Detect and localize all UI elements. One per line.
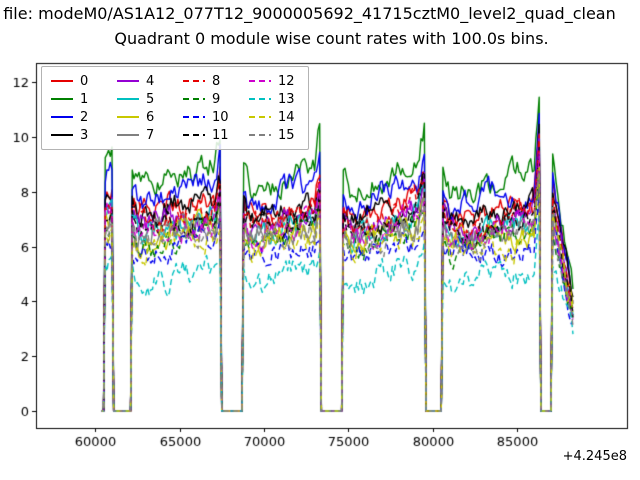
legend-label: 3 bbox=[80, 127, 89, 143]
dashed-line-swatch bbox=[249, 116, 271, 118]
legend-label: 7 bbox=[146, 127, 155, 143]
legend-item-9: 9 bbox=[183, 93, 233, 106]
legend-item-4: 4 bbox=[117, 75, 167, 88]
legend-item-10: 10 bbox=[183, 111, 233, 124]
legend-item-7: 7 bbox=[117, 129, 167, 142]
legend-item-0: 0 bbox=[51, 75, 101, 88]
dashed-line-swatch bbox=[183, 134, 205, 136]
legend-label: 2 bbox=[80, 109, 89, 125]
legend-label: 1 bbox=[80, 91, 89, 107]
legend-item-15: 15 bbox=[249, 129, 299, 142]
legend-label: 15 bbox=[278, 127, 295, 143]
legend-item-8: 8 bbox=[183, 75, 233, 88]
legend-item-1: 1 bbox=[51, 93, 101, 106]
legend-item-3: 3 bbox=[51, 129, 101, 142]
legend-item-6: 6 bbox=[117, 111, 167, 124]
legend-label: 10 bbox=[212, 109, 229, 125]
legend-label: 8 bbox=[212, 73, 221, 89]
legend-label: 6 bbox=[146, 109, 155, 125]
solid-line-swatch bbox=[117, 116, 139, 118]
solid-line-swatch bbox=[51, 134, 73, 136]
solid-line-swatch bbox=[117, 134, 139, 136]
legend-item-5: 5 bbox=[117, 93, 167, 106]
legend-label: 0 bbox=[80, 73, 89, 89]
legend: 0 1 2 3 4 5 6 7 8 9 10 11 12 13 14 15 bbox=[41, 66, 309, 150]
solid-line-swatch bbox=[51, 80, 73, 82]
solid-line-swatch bbox=[117, 98, 139, 100]
legend-label: 14 bbox=[278, 109, 295, 125]
legend-item-14: 14 bbox=[249, 111, 299, 124]
legend-item-13: 13 bbox=[249, 93, 299, 106]
legend-label: 12 bbox=[278, 73, 295, 89]
legend-item-2: 2 bbox=[51, 111, 101, 124]
legend-item-12: 12 bbox=[249, 75, 299, 88]
legend-label: 5 bbox=[146, 91, 155, 107]
solid-line-swatch bbox=[51, 98, 73, 100]
dashed-line-swatch bbox=[249, 80, 271, 82]
legend-label: 4 bbox=[146, 73, 155, 89]
solid-line-swatch bbox=[51, 116, 73, 118]
solid-line-swatch bbox=[117, 80, 139, 82]
dashed-line-swatch bbox=[249, 98, 271, 100]
legend-label: 13 bbox=[278, 91, 295, 107]
dashed-line-swatch bbox=[183, 98, 205, 100]
dashed-line-swatch bbox=[183, 80, 205, 82]
dashed-line-swatch bbox=[183, 116, 205, 118]
dashed-line-swatch bbox=[249, 134, 271, 136]
legend-label: 11 bbox=[212, 127, 229, 143]
x-axis-offset-label: +4.245e8 bbox=[562, 449, 627, 464]
legend-label: 9 bbox=[212, 91, 221, 107]
legend-item-11: 11 bbox=[183, 129, 233, 142]
